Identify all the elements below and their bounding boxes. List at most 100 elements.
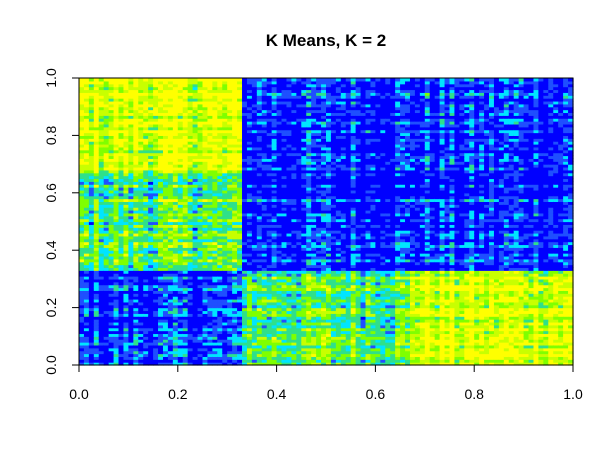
heatmap-cell (237, 155, 243, 159)
heatmap-cell (187, 304, 194, 309)
heatmap-cell (321, 201, 327, 205)
heatmap-cell (261, 264, 268, 269)
heatmap-cell (266, 215, 273, 220)
heatmap-cell (207, 106, 213, 111)
heatmap-cell (182, 192, 189, 197)
heatmap-cell (271, 141, 278, 145)
heatmap-cell (281, 132, 288, 136)
heatmap-cell (281, 155, 288, 159)
heatmap-cell (251, 144, 258, 148)
heatmap-cell (291, 109, 297, 114)
heatmap-cell (311, 313, 317, 317)
heatmap-cell (321, 227, 327, 231)
heatmap-cell (108, 270, 115, 274)
heatmap-cell (306, 129, 312, 134)
heatmap-cell (207, 313, 213, 317)
heatmap-cell (321, 123, 327, 128)
heatmap-cell (281, 278, 288, 283)
heatmap-cell (167, 224, 174, 228)
heatmap-cell (212, 121, 218, 125)
heatmap-cell (281, 336, 288, 340)
heatmap-cell (222, 336, 228, 340)
heatmap-cell (138, 210, 144, 214)
heatmap-cell (197, 278, 204, 283)
heatmap-cell (261, 253, 268, 257)
heatmap-cell (256, 321, 263, 326)
heatmap-cell (143, 212, 149, 217)
heatmap-cell (118, 172, 125, 177)
heatmap-cell (182, 141, 189, 145)
heatmap-cell (123, 161, 129, 165)
heatmap-cell (286, 238, 293, 243)
heatmap-cell (113, 178, 120, 182)
heatmap-cell (103, 344, 110, 349)
heatmap-cell (118, 109, 125, 114)
heatmap-cell (222, 232, 228, 237)
heatmap-cell (227, 253, 233, 257)
heatmap-cell (197, 267, 204, 271)
heatmap-cell (128, 244, 134, 248)
heatmap-cell (276, 144, 283, 148)
heatmap-cell (207, 232, 213, 237)
heatmap-cell (286, 359, 293, 363)
heatmap-cell (167, 235, 174, 240)
heatmap-cell (271, 258, 278, 263)
heatmap-cell (138, 132, 144, 136)
heatmap-cell (316, 118, 322, 122)
heatmap-cell (133, 350, 139, 355)
heatmap-cell (261, 149, 268, 154)
heatmap-cell (123, 321, 129, 326)
heatmap-cell (306, 161, 312, 165)
heatmap-cell (242, 149, 248, 154)
heatmap-cell (291, 344, 297, 349)
heatmap-cell (276, 356, 283, 360)
heatmap-cell (291, 106, 297, 111)
heatmap-cell (197, 80, 204, 85)
heatmap-cell (83, 310, 90, 314)
heatmap-cell (286, 138, 293, 142)
heatmap-cell (246, 155, 253, 159)
heatmap-cell (128, 290, 134, 294)
heatmap-cell (123, 106, 129, 111)
heatmap-cell (251, 307, 258, 312)
heatmap-cell (192, 253, 199, 257)
heatmap-cell (217, 264, 223, 269)
heatmap-cell (237, 339, 243, 343)
heatmap-cell (212, 253, 218, 257)
heatmap-cell (316, 267, 322, 271)
heatmap-cell (118, 333, 125, 337)
heatmap-cell (316, 98, 322, 102)
heatmap-cell (143, 264, 149, 269)
heatmap-cell (158, 307, 164, 312)
heatmap-cell (93, 78, 100, 82)
heatmap-cell (167, 327, 174, 332)
heatmap-cell (113, 98, 120, 102)
heatmap-cell (162, 253, 169, 257)
heatmap-cell (281, 333, 288, 337)
heatmap-cell (306, 164, 312, 168)
heatmap-cell (217, 261, 223, 266)
heatmap-cell (197, 161, 204, 165)
heatmap-cell (261, 129, 268, 134)
heatmap-cell (93, 336, 100, 340)
heatmap-cell (227, 273, 233, 277)
heatmap-cell (148, 198, 154, 203)
heatmap-cell (217, 138, 223, 142)
heatmap-cell (172, 175, 179, 180)
heatmap-cell (88, 166, 95, 171)
heatmap-cell (227, 276, 233, 280)
heatmap-cell (103, 89, 110, 93)
heatmap-cell (182, 123, 189, 128)
heatmap-cell (227, 189, 233, 194)
heatmap-cell (276, 121, 283, 125)
heatmap-cell (177, 264, 184, 269)
heatmap-cell (321, 359, 327, 363)
heatmap-cell (148, 138, 154, 142)
heatmap-cell (296, 155, 302, 159)
heatmap-cell (88, 353, 95, 357)
heatmap-cell (296, 207, 302, 211)
heatmap-cell (153, 132, 159, 136)
heatmap-cell (123, 319, 129, 323)
heatmap-cell (306, 126, 312, 131)
heatmap-cell (296, 224, 302, 228)
